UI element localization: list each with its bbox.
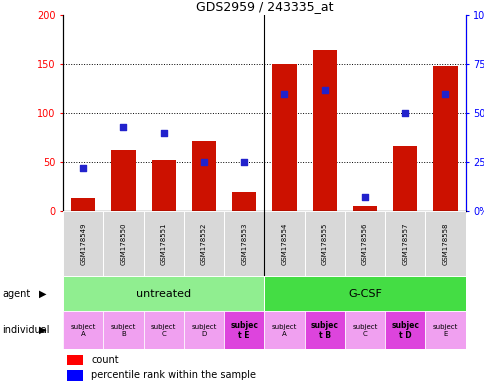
Text: subject
D: subject D — [191, 324, 216, 337]
Bar — [103, 211, 143, 276]
Bar — [384, 211, 424, 276]
Bar — [352, 206, 376, 211]
Bar — [143, 211, 183, 276]
Text: subject
C: subject C — [151, 324, 176, 337]
Text: subjec
t B: subjec t B — [310, 321, 338, 340]
Bar — [344, 211, 384, 276]
Text: GSM178550: GSM178550 — [120, 223, 126, 265]
Bar — [232, 192, 256, 211]
Bar — [384, 311, 424, 349]
Bar — [151, 160, 175, 211]
Bar — [272, 65, 296, 211]
Text: subject
A: subject A — [271, 324, 297, 337]
Point — [199, 159, 207, 166]
Text: GSM178549: GSM178549 — [80, 223, 86, 265]
Bar — [304, 211, 344, 276]
Text: subject
B: subject B — [110, 324, 136, 337]
Point — [440, 91, 448, 97]
Bar — [71, 199, 95, 211]
Point — [240, 159, 247, 166]
Bar — [424, 211, 465, 276]
Text: subjec
t E: subjec t E — [230, 321, 257, 340]
Text: agent: agent — [2, 289, 30, 299]
Bar — [344, 311, 384, 349]
Bar — [183, 211, 224, 276]
Point — [320, 87, 328, 93]
Text: subject
A: subject A — [70, 324, 96, 337]
Text: GSM178558: GSM178558 — [441, 223, 448, 265]
Bar — [264, 276, 465, 311]
Text: individual: individual — [2, 325, 50, 335]
Bar — [67, 370, 83, 381]
Bar — [143, 311, 183, 349]
Text: GSM178551: GSM178551 — [160, 223, 166, 265]
Bar — [63, 311, 103, 349]
Text: subject
C: subject C — [351, 324, 377, 337]
Text: GSM178554: GSM178554 — [281, 223, 287, 265]
Bar — [264, 311, 304, 349]
Text: untreated: untreated — [136, 289, 191, 299]
Bar — [304, 311, 344, 349]
Bar — [264, 211, 304, 276]
Title: GDS2959 / 243335_at: GDS2959 / 243335_at — [195, 0, 333, 13]
Text: count: count — [91, 355, 119, 365]
Bar — [63, 211, 103, 276]
Bar — [312, 50, 336, 211]
Text: subjec
t D: subjec t D — [391, 321, 418, 340]
Bar — [192, 141, 215, 211]
Bar — [224, 211, 264, 276]
Bar — [67, 355, 83, 365]
Text: GSM178555: GSM178555 — [321, 223, 327, 265]
Text: percentile rank within the sample: percentile rank within the sample — [91, 370, 256, 381]
Point — [119, 124, 127, 130]
Bar — [111, 151, 135, 211]
Bar — [433, 66, 456, 211]
Point — [400, 110, 408, 116]
Point — [79, 165, 87, 171]
Bar — [224, 311, 264, 349]
Bar — [424, 311, 465, 349]
Bar — [103, 311, 143, 349]
Text: GSM178552: GSM178552 — [200, 223, 207, 265]
Text: G-CSF: G-CSF — [348, 289, 381, 299]
Point — [360, 194, 368, 200]
Bar — [183, 311, 224, 349]
Text: GSM178556: GSM178556 — [361, 223, 367, 265]
Bar — [63, 276, 264, 311]
Text: GSM178557: GSM178557 — [401, 223, 408, 265]
Bar — [393, 146, 416, 211]
Text: ▶: ▶ — [39, 289, 46, 299]
Point — [280, 91, 287, 97]
Text: GSM178553: GSM178553 — [241, 223, 247, 265]
Text: subject
E: subject E — [432, 324, 457, 337]
Text: ▶: ▶ — [39, 325, 46, 335]
Point — [159, 130, 167, 136]
